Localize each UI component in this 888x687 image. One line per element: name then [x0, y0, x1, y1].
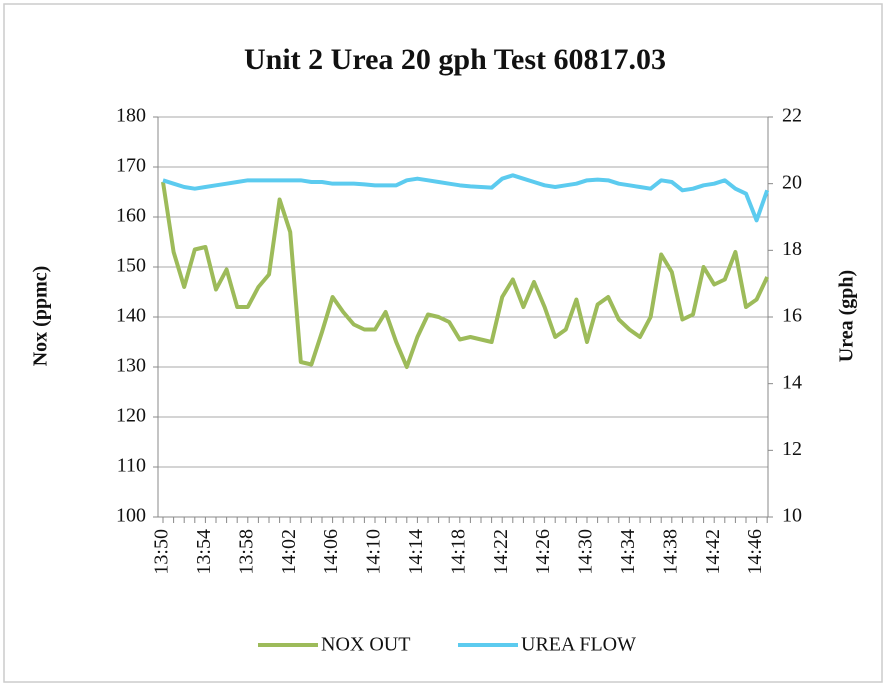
y2-axis-title: Urea (gph) — [836, 270, 858, 362]
chart-title: Unit 2 Urea 20 gph Test 60817.03 — [244, 43, 666, 76]
x-tick-label: 14:26 — [532, 529, 554, 575]
y2-tick-label: 12 — [782, 438, 802, 460]
series-line — [162, 173, 770, 223]
y2-tick-label: 10 — [782, 505, 802, 527]
y-tick-label: 140 — [116, 305, 146, 327]
y-axis-title: Nox (ppmc) — [30, 266, 52, 367]
x-tick-label: 14:06 — [320, 529, 342, 575]
x-tick-label: 14:34 — [617, 529, 639, 575]
y2-tick-label: 14 — [782, 371, 802, 393]
x-tick-label: 13:50 — [151, 529, 173, 575]
x-tick-label: 14:10 — [363, 529, 385, 575]
y-tick-label: 160 — [116, 205, 146, 227]
x-tick-label: 14:42 — [702, 529, 724, 575]
y-tick-label: 110 — [117, 455, 146, 477]
x-tick-label: 13:54 — [193, 529, 215, 575]
y-tick-label: 130 — [116, 355, 146, 377]
y2-tick-label: 22 — [782, 105, 802, 127]
x-tick-label: 14:18 — [447, 529, 469, 575]
y-tick-label: 150 — [116, 255, 146, 277]
y2-tick-label: 18 — [782, 238, 802, 260]
x-tick-label: 14:22 — [490, 529, 512, 575]
y-tick-label: 170 — [116, 155, 146, 177]
y-tick-label: 180 — [116, 105, 146, 127]
x-tick-label: 14:46 — [744, 529, 766, 575]
legend-label: NOX OUT — [321, 634, 410, 656]
x-tick-label: 14:38 — [659, 529, 681, 575]
y2-tick-label: 20 — [782, 171, 802, 193]
y-tick-label: 120 — [116, 405, 146, 427]
legend-label: UREA FLOW — [521, 634, 636, 656]
x-tick-label: 13:58 — [235, 529, 257, 575]
x-tick-label: 14:02 — [278, 529, 300, 575]
y2-tick-label: 16 — [782, 305, 802, 327]
x-tick-label: 14:30 — [575, 529, 597, 575]
x-tick-label: 14:14 — [405, 529, 427, 575]
y-tick-label: 100 — [116, 505, 146, 527]
series-line — [161, 181, 770, 369]
